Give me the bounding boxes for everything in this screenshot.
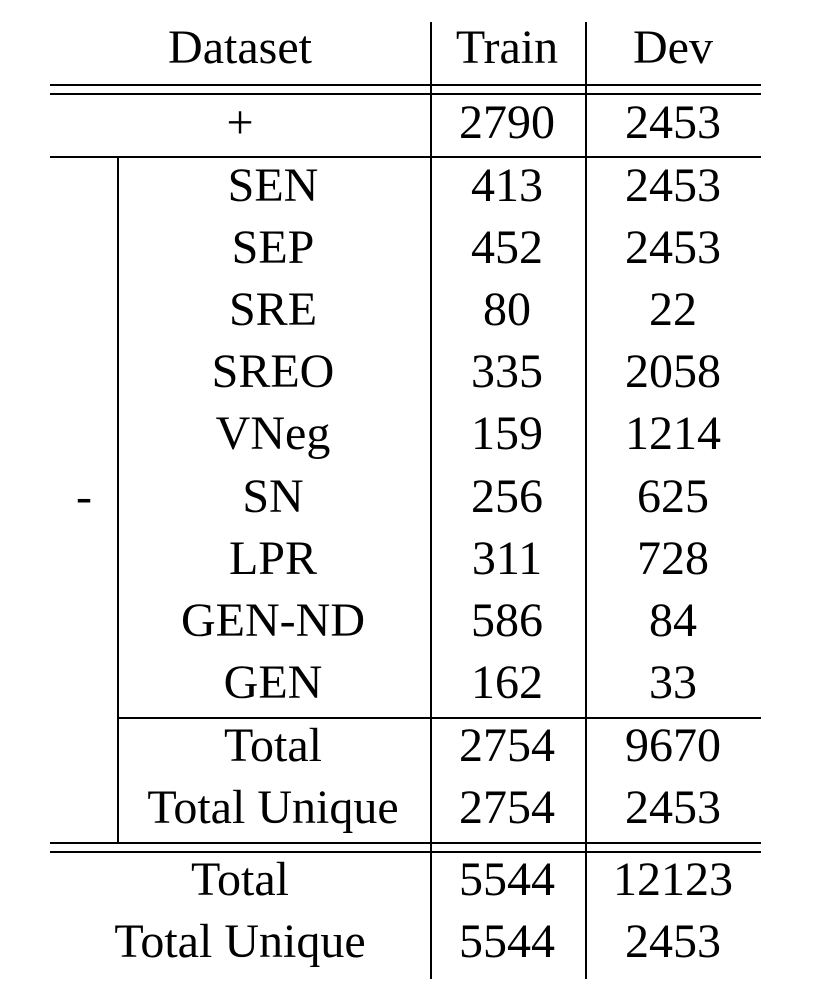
negative-total-unique-train: 2754 bbox=[459, 781, 555, 834]
row-name: SRE bbox=[228, 283, 318, 336]
overall-double-rule-bottom bbox=[50, 851, 761, 853]
row-dev: 728 bbox=[637, 532, 709, 585]
row-name: SEP bbox=[231, 221, 315, 274]
row-dev: 2058 bbox=[625, 345, 721, 398]
row-name: SREO bbox=[211, 345, 335, 398]
header-double-rule-top bbox=[50, 84, 761, 86]
row-dev: 2453 bbox=[625, 221, 721, 274]
positive-bottom-rule bbox=[50, 156, 761, 158]
row-train: 413 bbox=[471, 159, 543, 212]
positive-train: 2790 bbox=[459, 96, 555, 149]
overall-total-unique-label: Total Unique bbox=[114, 915, 366, 968]
row-dev: 625 bbox=[637, 470, 709, 523]
row-train: 335 bbox=[471, 345, 543, 398]
row-train: 162 bbox=[471, 656, 543, 709]
row-train: 586 bbox=[471, 594, 543, 647]
row-train: 256 bbox=[471, 470, 543, 523]
negative-total-unique-dev: 2453 bbox=[625, 781, 721, 834]
overall-total-unique-dev: 2453 bbox=[625, 915, 721, 968]
positive-dev: 2453 bbox=[625, 96, 721, 149]
overall-total-train: 5544 bbox=[459, 853, 555, 906]
negative-total-label: Total bbox=[224, 719, 322, 772]
row-name: LPR bbox=[228, 532, 318, 585]
negative-total-train: 2754 bbox=[459, 719, 555, 772]
overall-total-dev: 12123 bbox=[613, 853, 733, 906]
row-dev: 33 bbox=[649, 656, 697, 709]
negative-group-label: - bbox=[76, 470, 92, 523]
overall-total-unique-train: 5544 bbox=[459, 915, 555, 968]
row-name: VNeg bbox=[215, 407, 331, 460]
row-train: 80 bbox=[483, 283, 531, 336]
row-train: 159 bbox=[471, 407, 543, 460]
row-dev: 84 bbox=[649, 594, 697, 647]
row-name: SN bbox=[242, 470, 304, 523]
row-dev: 1214 bbox=[625, 407, 721, 460]
row-name: SEN bbox=[227, 159, 319, 212]
header-double-rule-bottom bbox=[50, 93, 761, 95]
overall-total-label: Total bbox=[191, 853, 289, 906]
row-dev: 2453 bbox=[625, 159, 721, 212]
negative-total-dev: 9670 bbox=[625, 719, 721, 772]
row-dev: 22 bbox=[649, 283, 697, 336]
column-divider-dataset-train bbox=[430, 22, 432, 979]
column-header-dataset: Dataset bbox=[168, 21, 312, 74]
row-train: 452 bbox=[471, 221, 543, 274]
row-name: GEN bbox=[223, 656, 323, 709]
column-header-dev: Dev bbox=[633, 21, 713, 74]
row-name: GEN-ND bbox=[181, 594, 365, 647]
row-train: 311 bbox=[471, 532, 543, 585]
negative-total-unique-label: Total Unique bbox=[147, 781, 399, 834]
overall-double-rule-top bbox=[50, 842, 761, 844]
group-divider-negative bbox=[117, 157, 119, 843]
positive-label: + bbox=[226, 96, 254, 149]
negative-subtotal-rule bbox=[117, 717, 761, 719]
column-divider-train-dev bbox=[585, 22, 587, 979]
column-header-train: Train bbox=[455, 21, 559, 74]
